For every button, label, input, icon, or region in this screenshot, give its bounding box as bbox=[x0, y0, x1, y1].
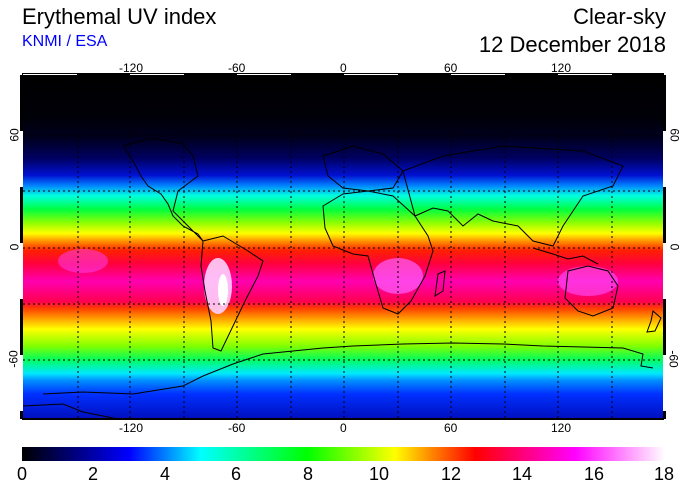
lat-tick-left: 60 bbox=[7, 128, 22, 142]
lon-tick-bottom: 0 bbox=[340, 421, 347, 435]
map-frame-left bbox=[20, 75, 23, 419]
colorbar-tick: 10 bbox=[368, 464, 390, 484]
uv-colorbar bbox=[22, 447, 665, 461]
lat-tick-left: -60 bbox=[6, 350, 21, 368]
colorbar-tick: 6 bbox=[230, 464, 242, 484]
lon-tick-bottom: 60 bbox=[444, 421, 458, 435]
colorbar-tick: 18 bbox=[653, 464, 675, 484]
map-overlay bbox=[23, 76, 663, 418]
colorbar-tick: 16 bbox=[583, 464, 605, 484]
map-frame-right bbox=[663, 75, 666, 419]
lon-tick-top: 60 bbox=[444, 61, 458, 75]
lon-tick-top: 0 bbox=[340, 61, 347, 75]
lon-tick-top: -60 bbox=[228, 61, 246, 75]
lat-tick-right: 0 bbox=[667, 243, 682, 251]
lon-tick-top: -120 bbox=[119, 61, 144, 75]
lon-tick-bottom: 120 bbox=[551, 421, 572, 435]
colorbar-tick: 4 bbox=[159, 464, 171, 484]
colorbar-tick: 2 bbox=[87, 464, 99, 484]
colorbar-tick: 12 bbox=[440, 464, 462, 484]
sky-condition: Clear-sky bbox=[573, 4, 666, 29]
uv-index-map bbox=[22, 75, 664, 419]
lat-tick-right: -60 bbox=[666, 350, 681, 368]
colorbar-tick: 14 bbox=[511, 464, 533, 484]
colorbar-tick: 8 bbox=[302, 464, 314, 484]
lon-tick-bottom: -60 bbox=[228, 421, 246, 435]
lat-tick-right: 60 bbox=[667, 128, 682, 142]
lon-tick-bottom: -120 bbox=[119, 421, 144, 435]
source-credit: KNMI / ESA bbox=[22, 33, 108, 50]
figure-title: Erythemal UV index bbox=[22, 4, 217, 29]
lat-tick-left: 0 bbox=[7, 243, 22, 251]
lon-tick-top: 120 bbox=[551, 61, 572, 75]
colorbar-tick: 0 bbox=[16, 464, 28, 484]
map-date: 12 December 2018 bbox=[478, 32, 666, 57]
